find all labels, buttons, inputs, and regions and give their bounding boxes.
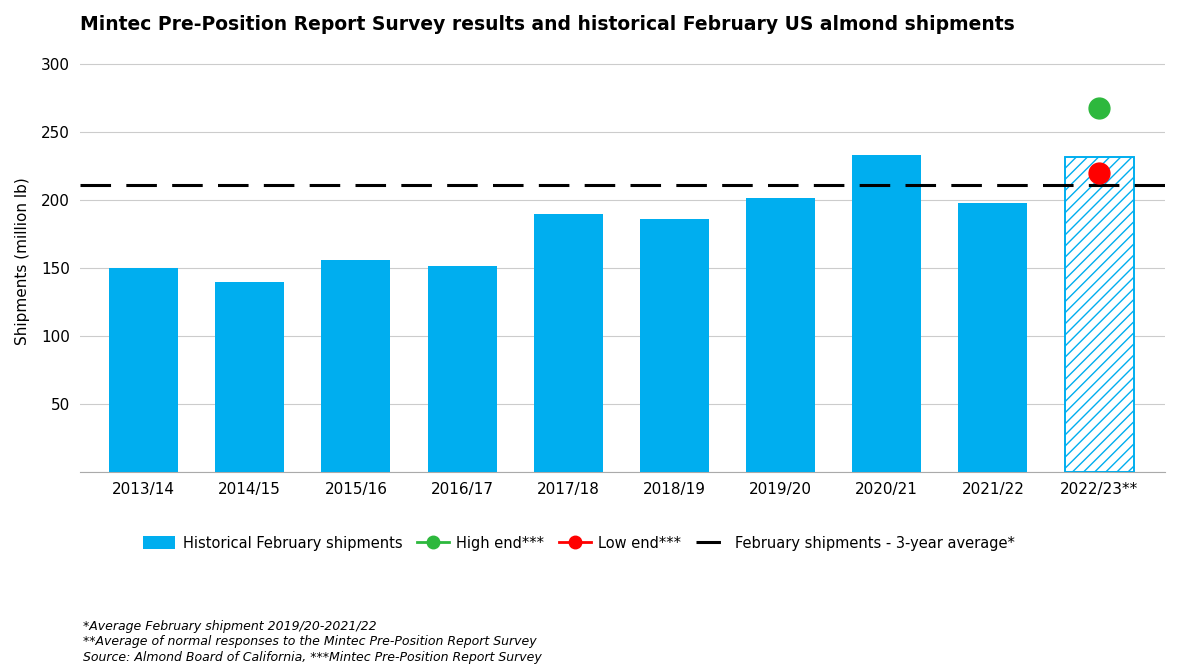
Bar <box>1064 157 1134 472</box>
Y-axis label: Shipments (million lb): Shipments (million lb) <box>15 178 30 345</box>
Legend: Historical February shipments, High end***, Low end***, February shipments - 3-y: Historical February shipments, High end*… <box>137 530 1021 557</box>
Text: Source: Almond Board of California, ***Mintec Pre-Position Report Survey: Source: Almond Board of California, ***M… <box>83 651 542 663</box>
Bar <box>533 214 603 472</box>
Bar <box>640 219 709 472</box>
Bar <box>321 260 391 472</box>
Bar <box>958 203 1028 472</box>
Bar <box>109 268 178 472</box>
Text: Mintec Pre-Position Report Survey results and historical February US almond ship: Mintec Pre-Position Report Survey result… <box>80 15 1015 34</box>
Bar <box>1064 157 1134 472</box>
Text: **Average of normal responses to the Mintec Pre-Position Report Survey: **Average of normal responses to the Min… <box>83 635 536 648</box>
Bar <box>746 198 815 472</box>
Bar <box>215 282 284 472</box>
Bar <box>427 265 497 472</box>
Bar <box>852 155 922 472</box>
Text: *Average February shipment 2019/20-2021/22: *Average February shipment 2019/20-2021/… <box>83 620 376 632</box>
